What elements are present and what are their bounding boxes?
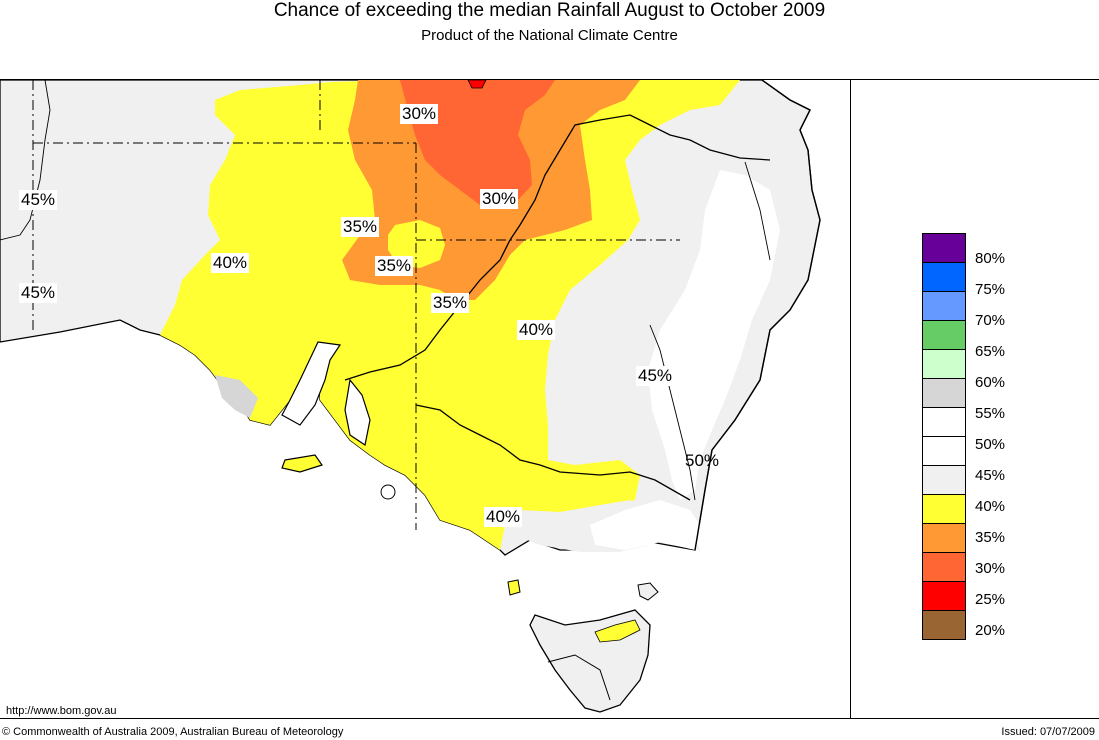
legend-label: 20% bbox=[975, 622, 1006, 639]
contour-label-45b: 45% bbox=[19, 283, 58, 303]
footer-issued-date: Issued: 07/07/2009 bbox=[1001, 726, 1095, 738]
kangaroo-island bbox=[281, 454, 323, 473]
legend-label: 65% bbox=[975, 343, 1006, 360]
legend-label: 60% bbox=[975, 374, 1006, 391]
legend-label: 70% bbox=[975, 312, 1006, 329]
contour-label-35c: 35% bbox=[431, 293, 470, 313]
legend-swatch bbox=[922, 465, 966, 495]
legend-swatch bbox=[922, 610, 966, 640]
king-island bbox=[507, 579, 521, 596]
legend-swatch bbox=[922, 291, 966, 321]
legend-label: 55% bbox=[975, 405, 1006, 422]
legend-swatch bbox=[922, 262, 966, 292]
legend-swatch bbox=[922, 552, 966, 582]
contour-label-30b: 30% bbox=[480, 189, 519, 209]
legend-swatch bbox=[922, 581, 966, 611]
zone-30-35 bbox=[400, 80, 555, 205]
contour-label-35a: 35% bbox=[341, 217, 380, 237]
tasmania-yellow bbox=[594, 619, 641, 643]
nsw-vic-border bbox=[415, 404, 691, 501]
legend-swatch bbox=[922, 349, 966, 379]
legend-label: 75% bbox=[975, 281, 1006, 298]
contour-lines bbox=[0, 80, 771, 501]
map-title: Chance of exceeding the median Rainfall … bbox=[273, 0, 826, 21]
zone-50-55-vic bbox=[590, 500, 700, 550]
contour-label-50: 50% bbox=[685, 451, 720, 470]
tasmania-contour bbox=[547, 654, 611, 701]
spencer-gulf bbox=[281, 341, 342, 426]
legend-swatch bbox=[922, 378, 966, 408]
flinders-island bbox=[637, 582, 659, 601]
gulf-st-vincent bbox=[344, 378, 371, 446]
rainfall-map bbox=[0, 80, 850, 718]
legend-swatch bbox=[922, 523, 966, 553]
legend-swatch bbox=[922, 494, 966, 524]
contour-label-30a: 30% bbox=[400, 104, 439, 124]
footer-copyright: © Commonwealth of Australia 2009, Austra… bbox=[2, 726, 344, 738]
zone-40-45 bbox=[160, 80, 740, 550]
map-subtitle: Product of the National Climate Centre bbox=[421, 27, 678, 44]
legend-label: 50% bbox=[975, 436, 1006, 453]
legend-label: 35% bbox=[975, 529, 1006, 546]
coastline-east bbox=[694, 80, 821, 551]
legend-label: 40% bbox=[975, 498, 1006, 515]
legend-swatch bbox=[922, 233, 966, 263]
sa-nsw-river bbox=[344, 239, 511, 381]
legend-swatches bbox=[922, 233, 966, 640]
contour-label-45c: 45% bbox=[636, 366, 675, 386]
legend-label: 80% bbox=[975, 250, 1006, 267]
contour-label-45a: 45% bbox=[19, 190, 58, 210]
legend-label: 45% bbox=[975, 467, 1006, 484]
legend-label: 25% bbox=[975, 591, 1006, 608]
legend-swatch bbox=[922, 320, 966, 350]
map-panel bbox=[0, 79, 851, 719]
contour-label-35b: 35% bbox=[375, 256, 414, 276]
contour-label-40c: 40% bbox=[484, 507, 523, 527]
zone-55-60-sa bbox=[215, 375, 258, 418]
contour-label-40a: 40% bbox=[211, 253, 250, 273]
legend-panel bbox=[851, 79, 1099, 719]
zone-50-55 bbox=[648, 170, 780, 500]
contour-label-40b: 40% bbox=[517, 320, 556, 340]
legend-swatch bbox=[922, 407, 966, 437]
footer-url[interactable]: http://www.bom.gov.au bbox=[6, 705, 117, 717]
qld-nsw-border bbox=[509, 114, 771, 241]
legend-swatch bbox=[922, 436, 966, 466]
legend-label: 30% bbox=[975, 560, 1006, 577]
lake bbox=[380, 484, 396, 500]
zone-25-30 bbox=[467, 80, 487, 89]
